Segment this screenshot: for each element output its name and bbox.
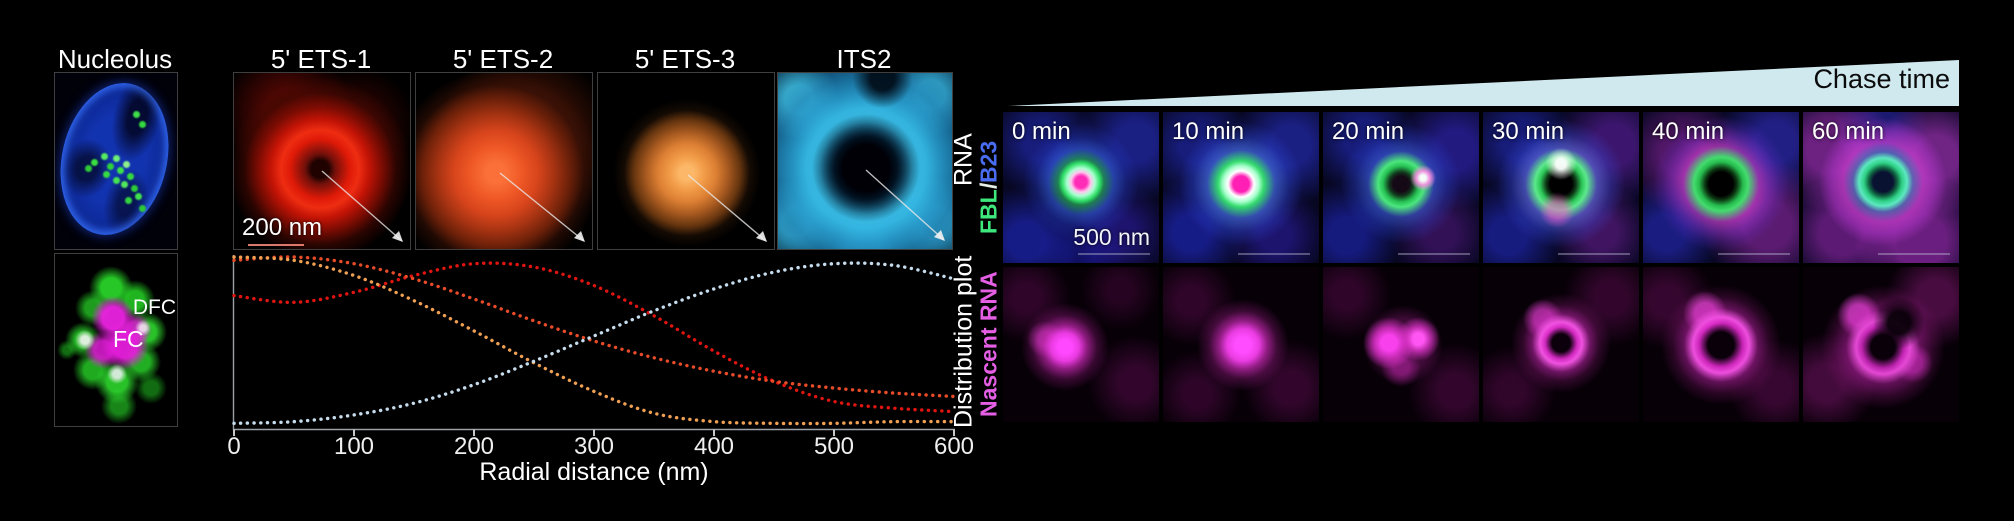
x-axis-tick-labels: 0 100 200 300 400 500 600 (227, 433, 974, 460)
fbl-b23-separator: / (975, 183, 1002, 190)
time-label: 60 min (1812, 118, 1885, 145)
chase-tile-fbl-10min: 10 min (1163, 112, 1319, 263)
chase-time-header: Chase time (1813, 64, 1950, 94)
fc-label: FC (113, 326, 144, 352)
scale-bar-500nm-label: 500 nm (1073, 224, 1150, 250)
x-tick-label: 400 (693, 433, 735, 460)
nucleolus-image (54, 72, 178, 250)
chase-tile-nascent-30min (1483, 267, 1639, 422)
chase-tile-nascent-10min (1163, 267, 1319, 422)
b23-label-part: B23 (975, 140, 1002, 184)
ets3-image (597, 72, 775, 250)
time-label: 0 min (1012, 118, 1071, 145)
nucleolar-foci-dots (55, 73, 62, 80)
chase-tile-nascent-0min (1003, 267, 1159, 422)
chase-tile-fbl-20min: 20 min (1323, 112, 1479, 263)
x-tick-label: 0 (227, 433, 241, 460)
chase-tile-fbl-60min: 60 min (1803, 112, 1959, 263)
col-label-5ets3: 5' ETS-3 (634, 44, 736, 74)
col-label-5ets1: 5' ETS-1 (270, 44, 372, 74)
scale-bar-200nm-line (248, 244, 304, 246)
col-label-nucleolus: Nucleolus (57, 44, 173, 74)
pointer-arrow-icon (499, 172, 585, 242)
nucleus-shape (55, 73, 177, 246)
x-tick-label: 300 (573, 433, 615, 460)
fbl-label-part: FBL (975, 189, 1002, 235)
x-tick-label: 500 (813, 433, 855, 460)
chase-time-wedge (1008, 60, 1959, 106)
nascent-rna-label: Nascent RNA (975, 271, 1002, 418)
pointer-arrow-icon (687, 174, 767, 242)
chase-tile-fbl-0min: 0 min 500 nm (1003, 112, 1159, 263)
chase-row1-label: FBL / B23 (974, 112, 1004, 263)
x-axis-title: Radial distance (nm) (479, 458, 709, 486)
col-label-its2: ITS2 (836, 44, 892, 74)
ets2-image (415, 72, 593, 250)
time-label: 20 min (1332, 118, 1405, 145)
fc-dfc-image: DFC FC (54, 253, 178, 427)
chase-tile-nascent-60min (1803, 267, 1959, 422)
its2-image (777, 72, 953, 250)
scale-bar-200nm-label: 200 nm (242, 214, 323, 241)
chase-row2-label-nascent-rna: Nascent RNA (974, 267, 1004, 422)
dfc-label: DFC (132, 296, 176, 319)
ets1-image: 200 nm (233, 72, 411, 250)
x-tick-label: 200 (453, 433, 495, 460)
chase-tile-fbl-30min: 30 min (1483, 112, 1639, 263)
chase-tile-nascent-40min (1643, 267, 1799, 422)
distribution-plot-svg (232, 255, 956, 436)
chase-tile-nascent-20min (1323, 267, 1479, 422)
time-label: 40 min (1652, 118, 1725, 145)
col-label-5ets2: 5' ETS-2 (452, 44, 554, 74)
x-tick-label: 100 (333, 433, 375, 460)
x-tick-label: 600 (933, 433, 975, 460)
time-label: 10 min (1172, 118, 1245, 145)
pointer-arrow-icon (865, 169, 945, 241)
chase-tile-fbl-40min: 40 min (1643, 112, 1799, 263)
time-label: 30 min (1492, 118, 1565, 145)
